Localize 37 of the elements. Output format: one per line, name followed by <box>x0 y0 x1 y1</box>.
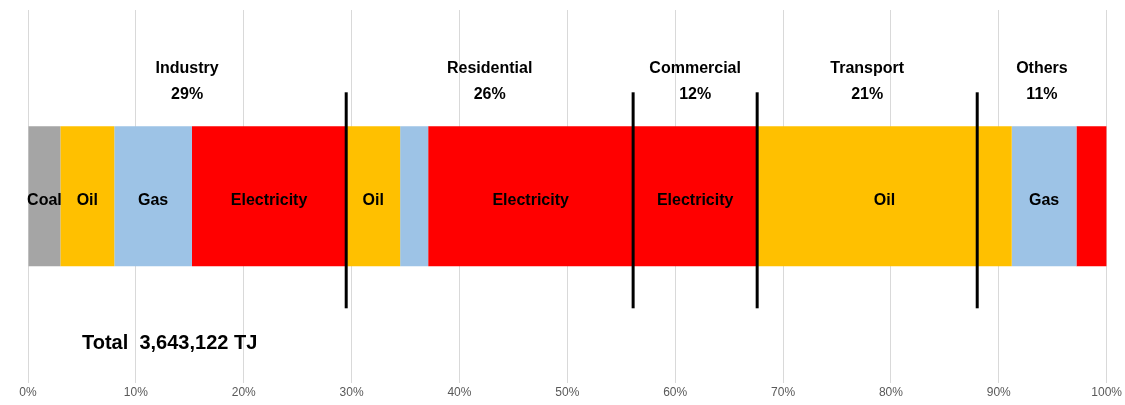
x-tick-label: 0% <box>19 385 37 400</box>
annotation: Industry 29% <box>155 58 219 102</box>
x-tick-label: 90% <box>986 385 1012 400</box>
annotation: Transport 21% <box>830 58 905 102</box>
bar <box>757 126 1012 267</box>
x-tick-label: 30% <box>339 385 364 400</box>
series-label: Coal <box>27 190 62 208</box>
bar <box>1076 126 1107 267</box>
x-tick-label: 60% <box>663 385 688 400</box>
annotation: Others 11% <box>1016 58 1068 102</box>
x-tick-label: 50% <box>555 385 580 400</box>
x-tick-label: 10% <box>123 385 149 400</box>
annotation: Residential 26% <box>446 58 533 102</box>
series-label: Electricity <box>492 190 569 208</box>
x-tick-label: 20% <box>231 385 257 400</box>
series-label: Gas <box>1028 190 1060 208</box>
bar <box>60 126 115 267</box>
series-label: Oil <box>76 190 98 208</box>
bar <box>191 126 347 267</box>
bar <box>346 126 401 267</box>
annotation: Commercial 12% <box>649 58 741 102</box>
series-label: Oil <box>873 190 896 208</box>
x-tick-label: 70% <box>771 385 796 400</box>
bar <box>428 126 634 267</box>
series-label: Gas <box>138 190 169 208</box>
x-tick-label: 40% <box>447 385 472 400</box>
series-label: Electricity <box>656 190 734 208</box>
series-label: Electricity <box>230 190 308 208</box>
x-tick-label: 80% <box>878 385 904 400</box>
annotation: Total 3,643,122 TJ <box>82 330 258 353</box>
x-tick-label: 100% <box>1091 385 1123 400</box>
bar <box>633 126 758 267</box>
bar <box>28 126 61 267</box>
series-label: Oil <box>362 190 384 208</box>
bar <box>400 126 429 267</box>
bar <box>1011 126 1077 267</box>
bar <box>114 126 192 267</box>
